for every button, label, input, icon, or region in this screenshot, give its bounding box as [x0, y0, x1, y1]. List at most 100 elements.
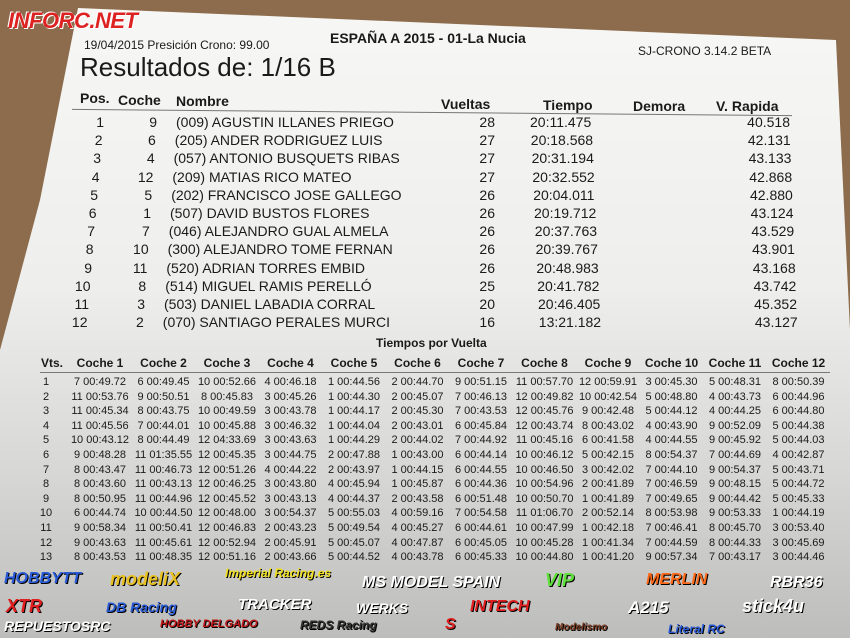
result-coche: 5 [144, 186, 153, 203]
result-vrapida: 40.518 [747, 114, 790, 130]
result-row: 3 4 (057) ANTONIO BUSQUETS RIBAS 27 20:31.19… [0, 150, 850, 168]
lap-cell: 7 00:43.53 [455, 405, 507, 418]
results-header-1: Coche [118, 92, 161, 108]
lap-cell: 9 00:44.42 [709, 492, 761, 505]
lap-cell: 6 00:45.05 [455, 536, 507, 549]
lap-cell: 1 00:44.15 [391, 463, 444, 476]
page-title: Resultados de: 1/16 B [80, 52, 336, 82]
lap-cell: 12 00:49.82 [515, 390, 574, 403]
result-pos: 8 [85, 241, 94, 258]
lap-cell: 9 00:52.09 [709, 419, 761, 432]
result-vrapida: 42.131 [747, 132, 791, 149]
lap-cell: 1 00:43.00 [391, 449, 444, 461]
lap-cell: 1 00:44.17 [328, 405, 380, 418]
lap-cell: 12 00:52.94 [197, 536, 257, 549]
result-vrapida: 43.529 [751, 223, 795, 240]
result-vueltas: 26 [479, 259, 495, 276]
lap-cell: 1 00:44.19 [772, 507, 825, 520]
result-pos: 11 [74, 296, 89, 312]
lap-cell: 5 00:43.71 [772, 463, 825, 476]
lap-number: 5 [42, 434, 50, 447]
result-tiempo: 20:19.712 [534, 205, 597, 221]
lap-cell: 12 00:45.52 [197, 492, 257, 505]
result-pos: 6 [88, 205, 97, 221]
lap-cell: 4 00:43.90 [645, 419, 698, 432]
laps-title: Tiempos por Vuelta [376, 336, 487, 350]
result-tiempo: 13:21.182 [538, 314, 602, 331]
result-vrapida: 43.124 [750, 205, 794, 221]
lap-cell: 12 00:46.25 [197, 478, 257, 491]
laps-header-9: Coche 9 [584, 356, 632, 370]
result-tiempo: 20:37.763 [534, 223, 598, 240]
lap-cell: 4 00:46.18 [264, 376, 317, 388]
result-vueltas: 27 [479, 150, 495, 167]
result-vrapida: 45.352 [754, 296, 797, 312]
lap-cell: 8 00:45.70 [709, 522, 761, 534]
lap-cell: 11 00:50.41 [134, 522, 193, 534]
lap-cell: 8 00:45.83 [201, 390, 253, 403]
result-tiempo: 20:04.011 [533, 186, 595, 203]
lap-cell: 6 00:45.33 [455, 551, 507, 564]
lap-cell: 1 00:45.87 [391, 478, 444, 491]
lap-number: 1 [42, 376, 50, 388]
result-vrapida: 43.742 [753, 277, 797, 294]
result-tiempo: 20:18.568 [530, 132, 594, 149]
lap-cell: 4 00:45.94 [328, 478, 380, 491]
lap-row: 1 7 00:49.72 6 00:49.45 10 00:52.66 4 00:46.… [0, 376, 850, 390]
results-header-5: Demora [633, 98, 686, 114]
sponsor-logo: INTECH [470, 598, 530, 615]
lap-cell: 8 00:44.33 [709, 536, 761, 549]
lap-cell: 12 00:51.26 [197, 463, 257, 476]
laps-header-5: Coche 5 [330, 356, 378, 370]
lap-cell: 2 00:44.70 [391, 376, 444, 388]
lap-number: 10 [39, 507, 53, 520]
lap-cell: 9 00:48.28 [74, 449, 126, 461]
lap-number: 9 [42, 492, 50, 505]
lap-cell: 11 01:35.55 [134, 449, 193, 461]
lap-cell: 3 00:43.13 [264, 492, 317, 505]
result-nombre: (507) DAVID BUSTOS FLORES [170, 205, 370, 221]
lap-number: 8 [42, 478, 50, 491]
lap-cell: 7 00:44.69 [709, 449, 761, 461]
result-coche: 12 [137, 168, 154, 185]
lap-cell: 2 00:45.91 [264, 536, 317, 549]
result-nombre: (202) FRANCISCO JOSE GALLEGO [171, 186, 402, 203]
lap-row: 4 11 00:45.56 7 00:44.01 10 00:45.88 3 00:46… [0, 420, 850, 434]
result-coche: 8 [138, 277, 147, 294]
lap-cell: 12 00:51.16 [197, 551, 257, 564]
lap-row: 12 9 00:43.63 11 00:45.61 12 00:52.94 2 00:4… [0, 537, 850, 551]
laps-header-2: Coche 2 [140, 356, 187, 370]
lap-cell: 1 00:41.34 [582, 536, 634, 549]
result-vueltas: 27 [479, 168, 495, 185]
result-coche: 2 [136, 314, 144, 331]
sponsor-logo: VIP [545, 570, 575, 590]
watermark-logo: INFORC.NET [8, 8, 138, 33]
sponsor-logo: A215 [628, 598, 669, 617]
lap-cell: 12 00:48.00 [197, 507, 257, 520]
sponsor-logo: DB Racing [106, 599, 177, 615]
lap-number: 2 [42, 390, 50, 403]
sponsor-logo: Literal RC [668, 622, 725, 636]
result-nombre: (503) DANIEL LABADIA CORRAL [164, 296, 376, 312]
lap-cell: 3 00:44.75 [264, 449, 317, 461]
lap-cell: 9 00:53.33 [709, 507, 761, 520]
lap-cell: 10 00:43.12 [70, 434, 130, 447]
lap-cell: 11 00:46.73 [134, 463, 193, 476]
lap-cell: 5 00:45.07 [328, 536, 380, 549]
lap-row: 3 11 00:45.34 8 00:43.75 10 00:49.59 3 00:43… [0, 405, 850, 419]
lap-cell: 4 00:44.55 [645, 434, 698, 447]
result-row: 11 3 (503) DANIEL LABADIA CORRAL 20 20:46.40… [0, 296, 850, 314]
event-title: ESPAÑA A 2015 - 01-La Nucia [330, 30, 526, 46]
result-vrapida: 43.901 [752, 241, 795, 258]
result-coche: 11 [132, 259, 148, 276]
result-coche: 1 [143, 205, 151, 221]
lap-cell: 11 00:48.35 [134, 551, 193, 564]
result-row: 1 9 (009) AGUSTIN ILLANES PRIEGO 28 20:11.47… [0, 114, 850, 132]
lap-cell: 8 00:53.98 [645, 507, 698, 520]
result-nombre: (209) MATIAS RICO MATEO [172, 168, 352, 185]
laps-header-10: Coche 10 [644, 356, 699, 370]
result-row: 8 10 (300) ALEJANDRO TOME FERNAN 26 20:39.76… [0, 241, 850, 259]
lap-cell: 2 00:52.14 [582, 507, 634, 520]
sponsor-logo: RBR36 [770, 574, 823, 591]
lap-number: 3 [42, 405, 50, 418]
